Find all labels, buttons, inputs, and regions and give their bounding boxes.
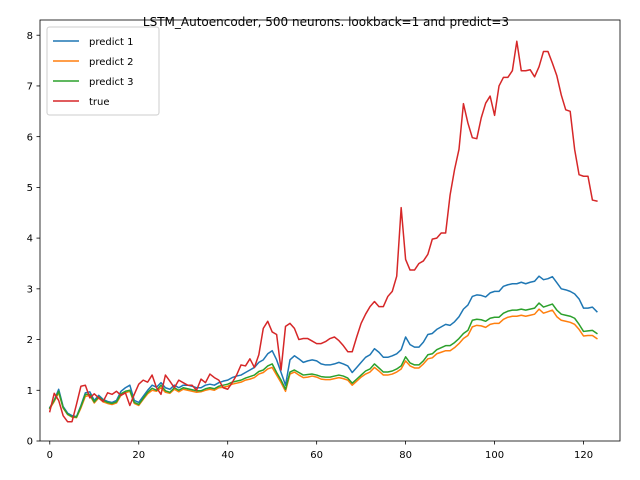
y-tick-label: 4	[27, 234, 33, 245]
y-tick-label: 3	[27, 284, 33, 295]
x-tick-label: 20	[132, 450, 145, 461]
legend-label: predict 1	[89, 37, 133, 48]
legend-box	[46, 26, 160, 116]
y-tick-label: 1	[27, 386, 33, 397]
y-tick-label: 8	[27, 31, 33, 42]
legend-label: predict 3	[89, 77, 133, 88]
plot-frame	[39, 19, 621, 442]
series-line-predict-3	[48, 302, 598, 418]
x-tick-label: 120	[574, 450, 593, 461]
x-axis: 0 20 40 60 80 100 120	[47, 441, 593, 461]
y-tick-label: 6	[27, 132, 33, 143]
y-axis: 0 1 2 3 4 5 6 7 8	[27, 31, 40, 448]
x-tick-label: 40	[221, 450, 234, 461]
y-tick-label: 7	[27, 82, 33, 93]
series-line-true	[48, 40, 598, 423]
chart-title: LSTM_Autoencoder, 500 neurons. lookback=…	[143, 15, 509, 29]
y-tick-label: 0	[27, 437, 33, 448]
series-line-predict-1	[48, 275, 598, 418]
legend: predict 1 predict 2 predict 3 true	[46, 26, 160, 116]
x-tick-label: 60	[310, 450, 323, 461]
plot-area	[48, 40, 598, 423]
y-tick-label: 2	[27, 335, 33, 346]
x-tick-label: 100	[485, 450, 504, 461]
x-tick-label: 80	[399, 450, 412, 461]
y-tick-label: 5	[27, 183, 33, 194]
legend-label: true	[89, 97, 110, 108]
legend-label: predict 2	[89, 57, 133, 68]
x-tick-label: 0	[47, 450, 53, 461]
